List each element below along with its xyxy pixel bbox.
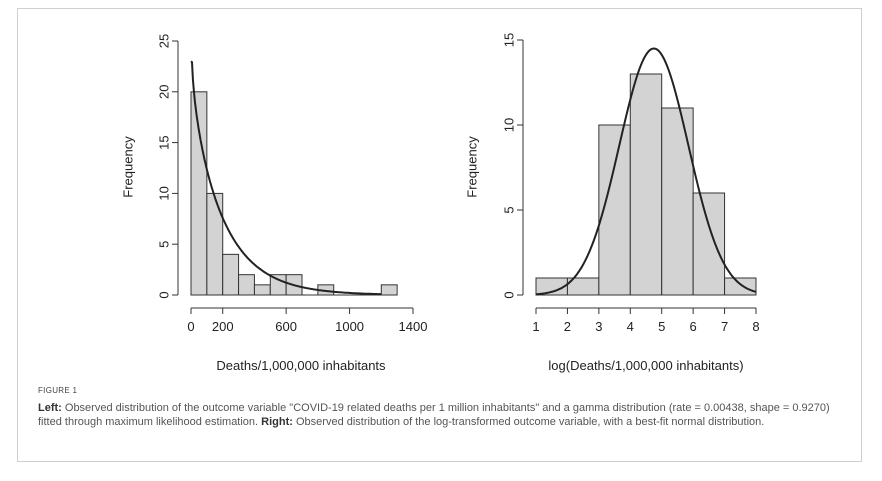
y-tick-label: 15 [157,135,172,149]
y-tick-label: 20 [157,85,172,99]
fitted-gamma-curve [190,60,382,296]
y-tick-label: 0 [157,291,172,298]
figure-label: FIGURE 1 [38,386,78,395]
y-tick-label: 10 [502,118,517,132]
caption-right-text: Observed distribution of the log-transfo… [292,416,765,428]
x-tick-label: 6 [690,319,697,334]
x-tick-label: 5 [658,319,665,334]
x-tick-label: 8 [752,319,759,334]
x-tick-label: 1 [532,319,539,334]
histogram-bar [692,192,726,296]
y-axis-label: Frequency [465,136,480,198]
y-tick-label: 5 [157,241,172,248]
right-panel: 1 2 3 4 5 6 7 8 0 5 10 15 log(Deaths/1,000,000 inhab… [465,33,760,373]
y-tick-label: 0 [502,291,517,298]
histogram-bar [222,253,240,296]
caption-left-bold: Left: [38,402,62,414]
x-tick-label: 2 [564,319,571,334]
x-tick-label: 3 [595,319,602,334]
caption-right-bold: Right: [261,416,293,428]
caption-left-text: Observed distribution of the outcome var… [38,402,830,428]
histogram-bar [253,284,271,296]
x-tick-label: 4 [627,319,634,334]
y-tick-label: 5 [502,206,517,213]
x-axis-label: log(Deaths/1,000,000 inhabitants) [548,358,743,373]
histogram-bar [629,73,663,296]
x-tick-label: 7 [721,319,728,334]
histogram-bar [190,91,208,296]
left-panel: 0 200 600 1000 1400 0 5 10 15 20 25 Deaths/1,000,00… [121,34,428,373]
y-tick-label: 25 [157,34,172,48]
figure-caption: FIGURE 1 Left: Observed distribution of … [38,386,848,429]
histogram-bar [238,274,255,296]
x-tick-label: 1400 [399,319,428,334]
histogram-bar [661,107,694,296]
caption-text: Left: Observed distribution of the outco… [38,401,848,429]
x-tick-label: 0 [187,319,194,334]
y-tick-label: 15 [502,33,517,47]
fitted-normal-curve [535,47,757,296]
x-tick-label: 200 [212,319,234,334]
x-tick-label: 600 [275,319,297,334]
x-tick-label: 1000 [335,319,364,334]
histogram-bar [206,192,224,296]
y-tick-label: 10 [157,186,172,200]
histogram-bar [380,284,398,296]
histogram-bar [724,277,757,296]
x-axis-label: Deaths/1,000,000 inhabitants [216,358,386,373]
y-axis-label: Frequency [121,136,136,198]
